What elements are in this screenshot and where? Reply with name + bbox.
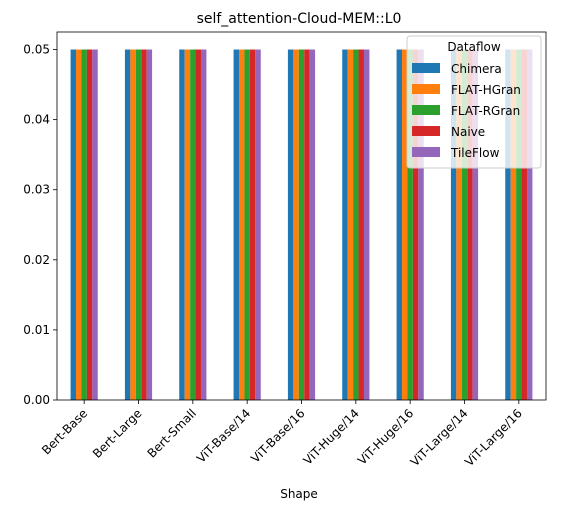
legend-title: Dataflow: [447, 40, 501, 54]
bar-flat-hgran-6: [402, 49, 408, 401]
chart-title: self_attention-Cloud-MEM::L0: [197, 11, 402, 27]
bar-tileflow-7: [472, 49, 479, 401]
legend-swatch: [412, 147, 440, 157]
y-tick-label: 0.01: [23, 323, 50, 337]
bar-flat-hgran-5: [347, 49, 354, 401]
bar-tileflow-1: [146, 49, 153, 401]
bar-chimera-7: [450, 49, 457, 401]
bar-flat-hgran-2: [184, 49, 191, 401]
bar-tileflow-4: [309, 49, 316, 401]
bar-naive-8: [521, 49, 527, 401]
bar-naive-2: [195, 49, 201, 401]
bar-flat-rgran-0: [81, 49, 87, 401]
legend-swatch: [412, 63, 440, 73]
bar-naive-1: [141, 49, 147, 401]
bar-chimera-5: [342, 49, 348, 401]
x-tick-label: ViT-Large/16: [462, 406, 525, 469]
bar-chimera-6: [396, 49, 403, 401]
bar-tileflow-6: [418, 49, 424, 401]
bar-flat-rgran-5: [353, 49, 359, 401]
x-axis: Bert-Base Bert-Large Bert-SmallViT-Base/14…: [39, 400, 525, 469]
y-tick-label: 0.03: [23, 183, 50, 197]
legend-box: [406, 35, 542, 169]
legend-entry-label: Chimera: [451, 62, 502, 76]
x-tick-label: ViT-Base/16: [248, 406, 307, 465]
legend-entry-label: FLAT-HGran: [451, 83, 521, 97]
bar-flat-hgran-0: [76, 49, 82, 401]
legend-swatch: [412, 105, 440, 115]
bar-tileflow-2: [200, 49, 207, 401]
y-tick-label: 0.04: [23, 113, 50, 127]
legend-entry-label: FLAT-RGran: [451, 104, 520, 118]
y-axis: 0.00 0.01 0.02 0.03 0.04 0.05: [23, 43, 57, 407]
bar-flat-rgran-1: [135, 49, 142, 401]
legend-entry-label: TileFlow: [450, 146, 500, 160]
bar-chimera-8: [505, 49, 511, 401]
bar-chimera-1: [124, 49, 131, 401]
bar-chimera-2: [179, 49, 185, 401]
plot-frame: [56, 31, 547, 401]
bar-tileflow-0: [92, 49, 98, 401]
bar-naive-7: [467, 49, 473, 401]
bar-flat-rgran-2: [190, 49, 196, 401]
bar-naive-6: [412, 49, 419, 401]
bar-tileflow-3: [255, 49, 261, 401]
bar-chimera-3: [233, 49, 240, 401]
bar-flat-rgran-8: [516, 49, 522, 401]
bar-naive-5: [358, 49, 364, 401]
bar-naive-4: [304, 49, 310, 401]
bar-flat-hgran-7: [456, 49, 462, 401]
bar-flat-hgran-1: [130, 49, 136, 401]
x-tick-label: Bert-Base: [39, 406, 90, 457]
x-tick-label: ViT-Huge/14: [301, 406, 362, 467]
bar-tileflow-8: [526, 49, 533, 401]
x-tick-label: Bert-Small: [145, 406, 199, 460]
bar-flat-rgran-3: [244, 49, 250, 401]
bars-layer: [70, 49, 533, 401]
bar-naive-3: [249, 49, 256, 401]
bar-flat-rgran-6: [407, 49, 413, 401]
y-tick-label: 0.05: [23, 43, 50, 57]
bar-chimera-4: [287, 49, 294, 401]
bar-flat-hgran-3: [239, 49, 245, 401]
bar-flat-rgran-4: [298, 49, 305, 401]
x-axis-label: Shape: [280, 487, 318, 501]
bar-flat-rgran-7: [461, 49, 468, 401]
legend-swatch: [412, 84, 440, 94]
bar-naive-0: [86, 49, 93, 401]
bar-chimera-0: [70, 49, 77, 401]
x-tick-label: ViT-Huge/16: [355, 406, 416, 467]
legend: Dataflow Chimera FLAT-HGran FLAT-RGran Naive…: [406, 35, 542, 169]
bar-tileflow-5: [363, 49, 370, 401]
x-tick-label: Bert-Large: [90, 406, 145, 461]
legend-swatch: [412, 126, 440, 136]
x-tick-label: ViT-Base/14: [194, 406, 253, 465]
bar-flat-hgran-4: [293, 49, 299, 401]
y-tick-label: 0.00: [23, 393, 50, 407]
bar-flat-hgran-8: [510, 49, 517, 401]
legend-entry-label: Naive: [451, 125, 485, 139]
y-tick-label: 0.02: [23, 253, 50, 267]
